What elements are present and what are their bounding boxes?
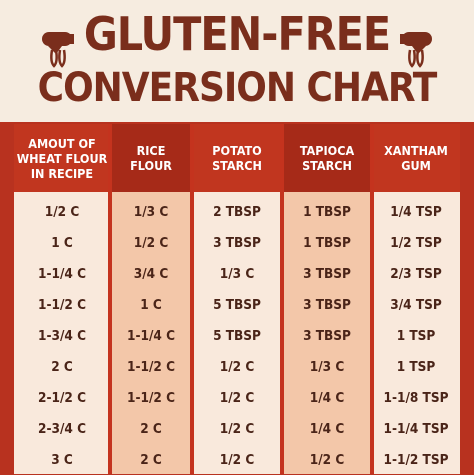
table-cell: 5 TBSP bbox=[213, 327, 261, 344]
table-cell: 1 TBSP bbox=[303, 203, 351, 220]
column-header: RICE FLOUR bbox=[110, 124, 192, 192]
table-cell: 2 C bbox=[140, 420, 162, 437]
table-cell: 1/2 C bbox=[219, 389, 255, 406]
table-cell: 1/4 TSP bbox=[390, 203, 442, 220]
table-cell: 1/3 C bbox=[309, 358, 345, 375]
table-cell: 1 TSP bbox=[396, 327, 436, 344]
table-cell: 1-1/4 TSP bbox=[383, 420, 449, 437]
chart-title-line2: CONVERSION CHART bbox=[37, 65, 438, 111]
table-column-4: TAPIOCA STARCH 1 TBSP 1 TBSP 3 TBSP 3 TBSP 3 … bbox=[282, 124, 372, 474]
table-cell: 1-1/4 C bbox=[127, 327, 175, 344]
table-column-5: XANTHAM GUM 1/4 TSP 1/2 TSP 2/3 TSP 3/4 TSP 1… bbox=[372, 124, 460, 474]
table-cell: 1 C bbox=[140, 296, 162, 313]
conversion-table: AMOUT OF WHEAT FLOUR IN RECIPE 1/2 C 1 C 1-… bbox=[14, 124, 460, 474]
chart-title-line1: GLUTEN-FREE bbox=[83, 7, 391, 61]
column-header: XANTHAM GUM bbox=[372, 124, 460, 192]
table-cell: 1-1/2 TSP bbox=[383, 451, 449, 468]
table-cell: 1 TBSP bbox=[303, 234, 351, 251]
table-cell: 2/3 TSP bbox=[390, 265, 442, 282]
column-header: AMOUT OF WHEAT FLOUR IN RECIPE bbox=[14, 124, 110, 192]
table-column-3: POTATO STARCH 2 TBSP 3 TBSP 1/3 C 5 TBSP 5 TB… bbox=[192, 124, 282, 474]
table-cell: 2-1/2 C bbox=[38, 389, 86, 406]
table-cell: 3 TBSP bbox=[303, 296, 351, 313]
table-cell: 1/4 C bbox=[309, 420, 345, 437]
hand-mixer-icon bbox=[400, 32, 432, 68]
table-cell: 1/2 C bbox=[219, 358, 255, 375]
table-cell: 1-3/4 C bbox=[38, 327, 86, 344]
table-cell: 1/2 C bbox=[309, 451, 345, 468]
column-divider bbox=[370, 124, 374, 474]
table-cell: 1-1/2 C bbox=[127, 358, 175, 375]
chart-header: GLUTEN-FREE CONVERSION CHART bbox=[0, 0, 474, 122]
table-cell: 3 TBSP bbox=[303, 265, 351, 282]
column-header: TAPIOCA STARCH bbox=[282, 124, 372, 192]
table-cell: 1 TSP bbox=[396, 358, 436, 375]
table-cell: 1/3 C bbox=[133, 203, 169, 220]
table-columns: AMOUT OF WHEAT FLOUR IN RECIPE 1/2 C 1 C 1-… bbox=[14, 124, 460, 474]
table-cell: 3/4 TSP bbox=[390, 296, 442, 313]
table-cell: 1/2 C bbox=[219, 420, 255, 437]
table-cell: 1/4 C bbox=[309, 389, 345, 406]
table-cell: 1 C bbox=[51, 234, 73, 251]
table-cell: 3 TBSP bbox=[213, 234, 261, 251]
hand-mixer-icon bbox=[42, 32, 74, 68]
table-cell: 2 C bbox=[51, 358, 73, 375]
table-cell: 1/3 C bbox=[219, 265, 255, 282]
table-cell: 1/2 C bbox=[44, 203, 80, 220]
column-divider bbox=[108, 124, 112, 474]
table-cell: 2 TBSP bbox=[213, 203, 261, 220]
table-cell: 1/2 C bbox=[133, 234, 169, 251]
table-cell: 1-1/8 TSP bbox=[383, 389, 449, 406]
table-cell: 1-1/4 C bbox=[38, 265, 86, 282]
column-divider bbox=[190, 124, 194, 474]
table-cell: 3 TBSP bbox=[303, 327, 351, 344]
table-cell: 2-3/4 C bbox=[38, 420, 86, 437]
table-cell: 3 C bbox=[51, 451, 73, 468]
column-divider bbox=[280, 124, 284, 474]
column-header: POTATO STARCH bbox=[192, 124, 282, 192]
table-cell: 3/4 C bbox=[133, 265, 169, 282]
table-cell: 2 C bbox=[140, 451, 162, 468]
table-cell: 1-1/2 C bbox=[127, 389, 175, 406]
table-cell: 5 TBSP bbox=[213, 296, 261, 313]
table-cell: 1/2 TSP bbox=[390, 234, 442, 251]
table-cell: 1-1/2 C bbox=[38, 296, 86, 313]
table-column-1: AMOUT OF WHEAT FLOUR IN RECIPE 1/2 C 1 C 1-… bbox=[14, 124, 110, 474]
table-cell: 1/2 C bbox=[219, 451, 255, 468]
table-column-2: RICE FLOUR 1/3 C 1/2 C 3/4 C 1 C 1-1/4 C 1-1/2… bbox=[110, 124, 192, 474]
